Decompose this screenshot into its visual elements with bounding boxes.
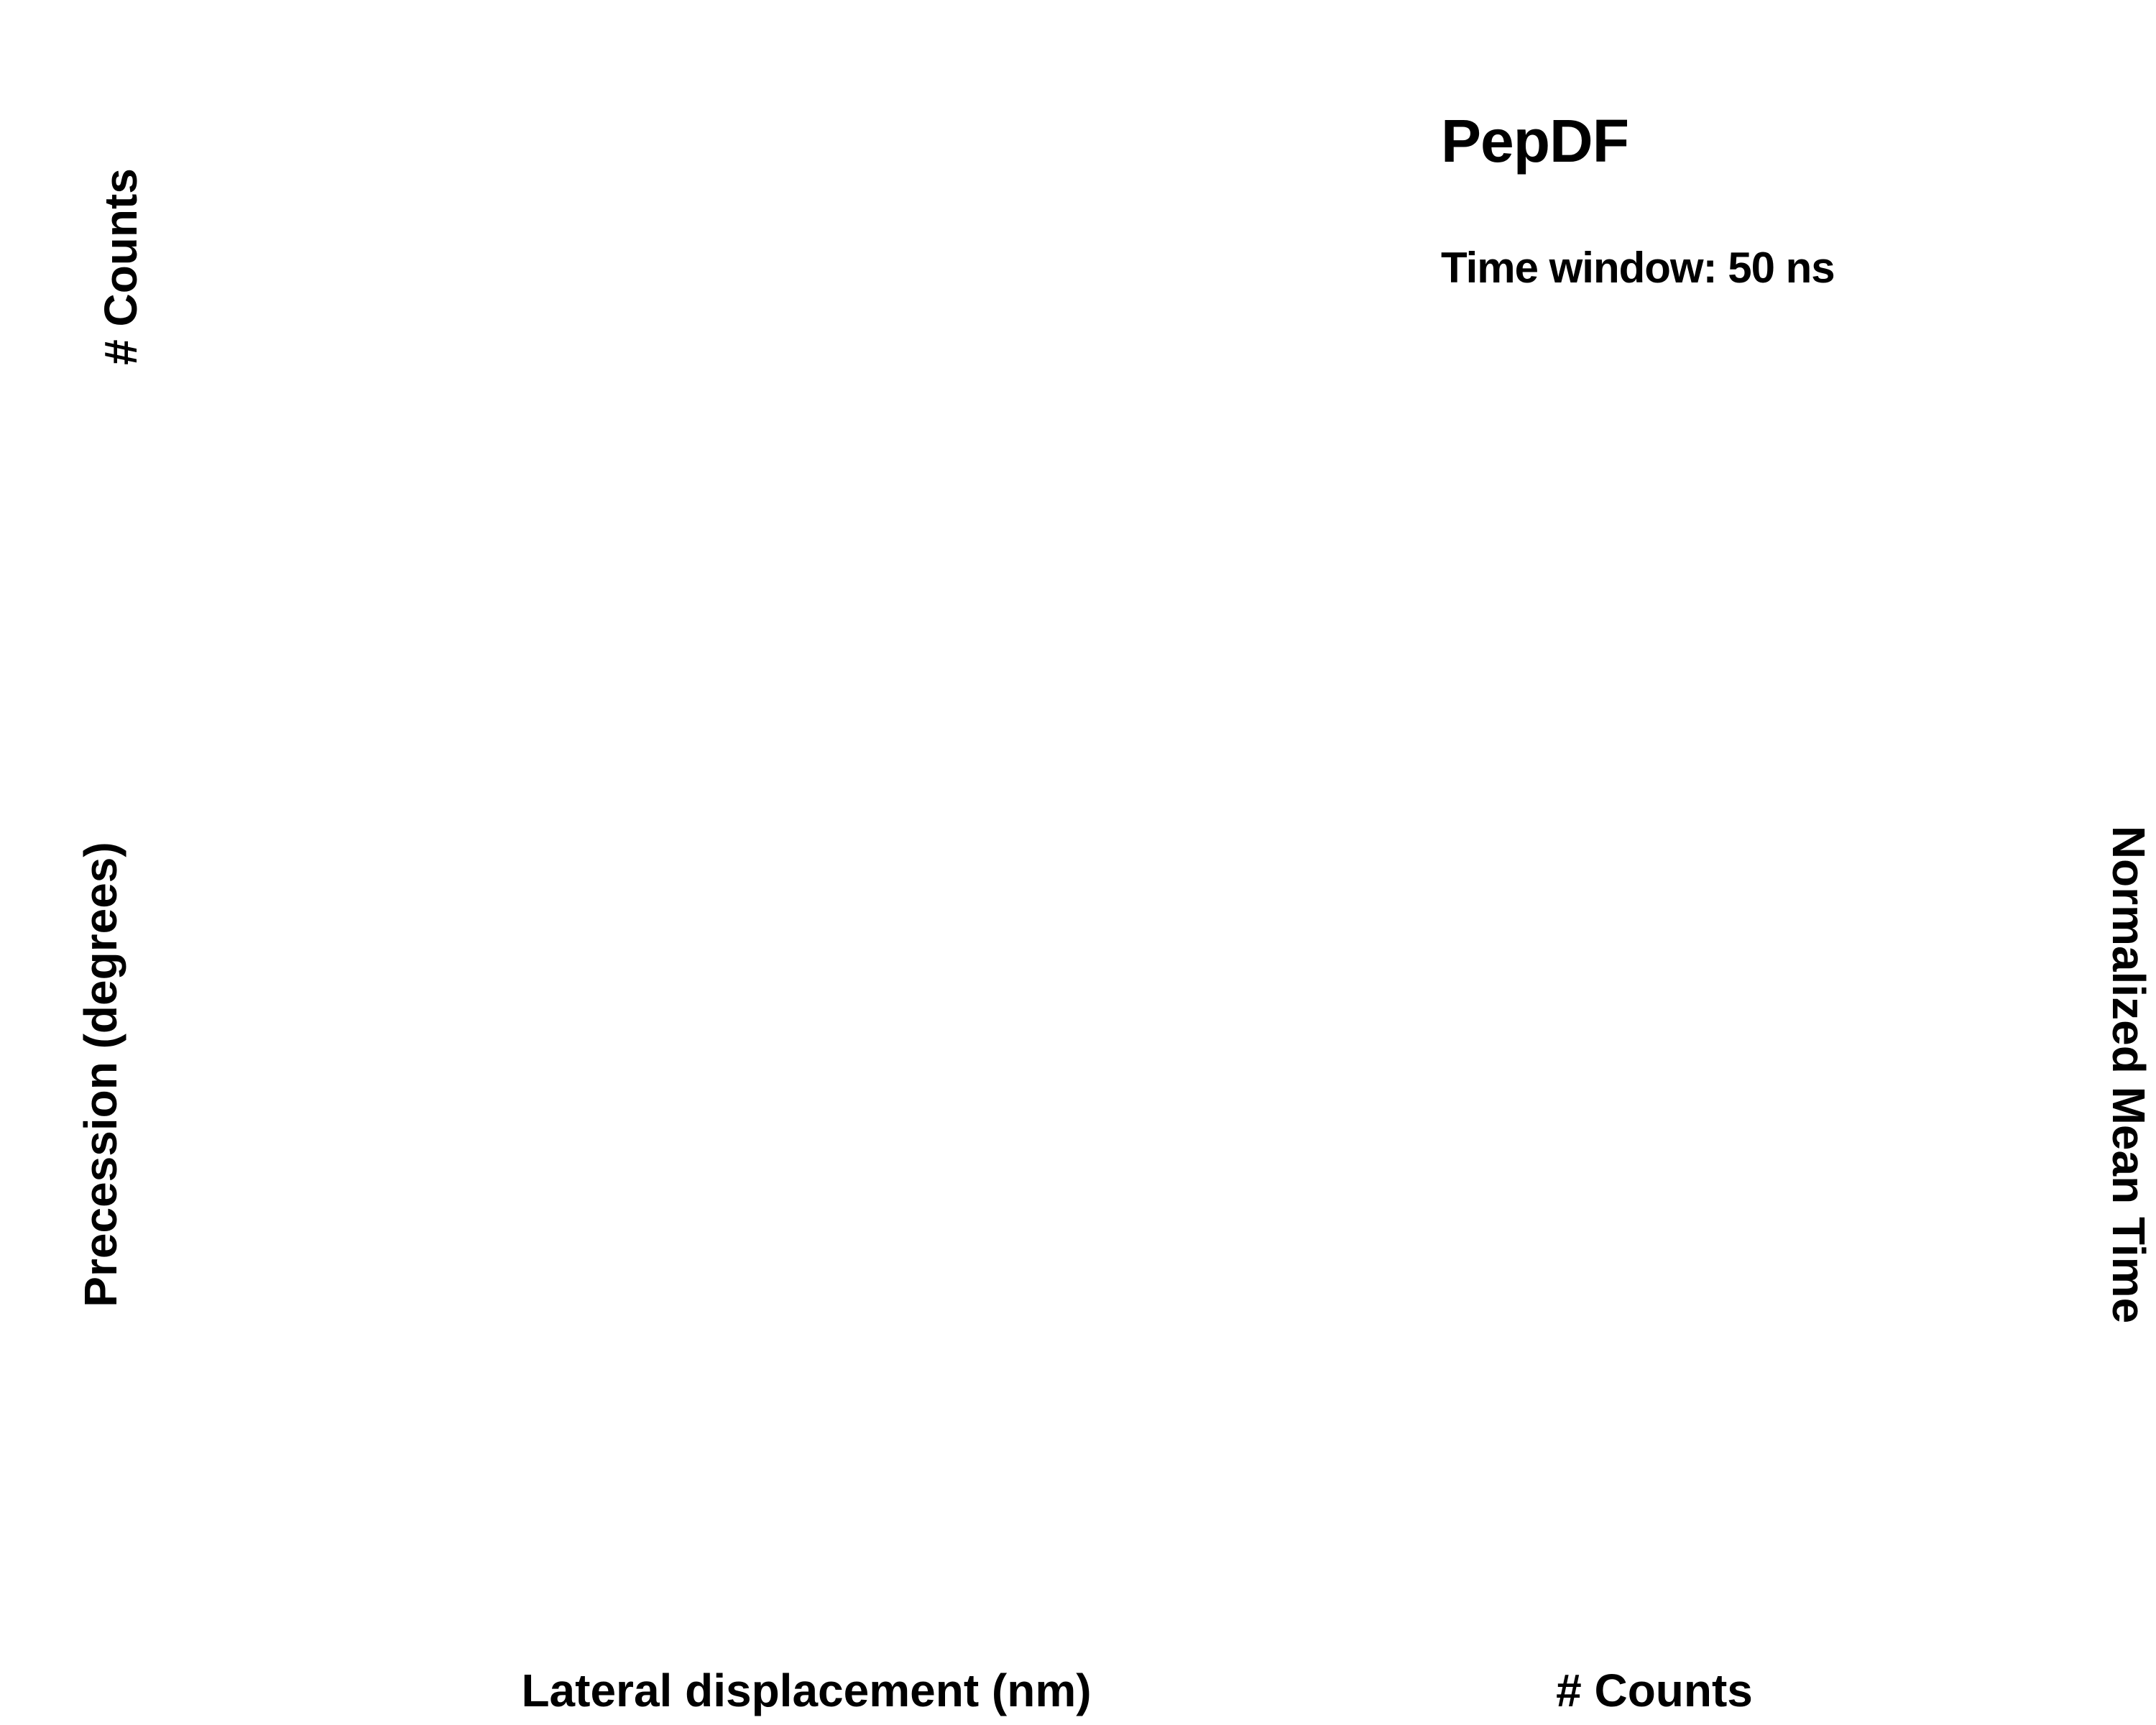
plot-subtitle: Time window: 50 ns: [1441, 244, 1835, 292]
main-y-axis-label: Precession (degrees): [75, 842, 126, 1307]
main-x-axis-label: Lateral displacement (nm): [521, 1665, 1092, 1716]
plot-title: PepDF: [1441, 107, 1629, 175]
right-x-axis-label: # Counts: [1556, 1665, 1753, 1716]
colorbar-label: Normalized Mean Time: [2103, 825, 2155, 1324]
top-y-axis-label: # Counts: [95, 168, 147, 365]
colorbar-canvas: [0, 0, 216, 108]
